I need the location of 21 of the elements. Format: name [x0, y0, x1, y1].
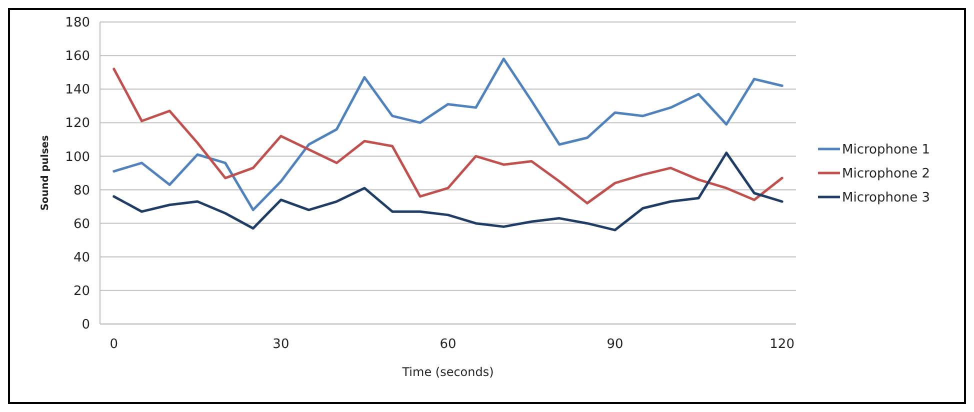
x-tick-label: 120 [770, 337, 794, 352]
x-tick-label: 30 [272, 337, 290, 352]
y-tick-label: 140 [65, 82, 90, 98]
y-tick-label: 100 [65, 150, 90, 165]
x-axis-title: Time (seconds) [401, 365, 494, 379]
legend-label: Microphone 1 [842, 142, 930, 158]
y-tick-label: 160 [65, 49, 90, 64]
legend-label: Microphone 2 [842, 166, 930, 182]
y-tick-label: 60 [73, 216, 90, 232]
y-tick-label: 180 [65, 16, 90, 31]
y-tick-label: 40 [73, 250, 90, 266]
y-tick-label: 0 [82, 318, 90, 333]
y-tick-label: 120 [65, 116, 90, 132]
x-tick-label: 0 [110, 337, 118, 352]
y-axis-title: Sound pulses [40, 135, 51, 211]
y-tick-label: 80 [73, 183, 90, 198]
legend-label: Microphone 3 [842, 190, 930, 206]
line-series [112, 152, 784, 232]
x-tick-label: 60 [440, 337, 456, 352]
y-tick-label: 20 [73, 284, 90, 299]
x-tick-label: 90 [606, 337, 624, 352]
